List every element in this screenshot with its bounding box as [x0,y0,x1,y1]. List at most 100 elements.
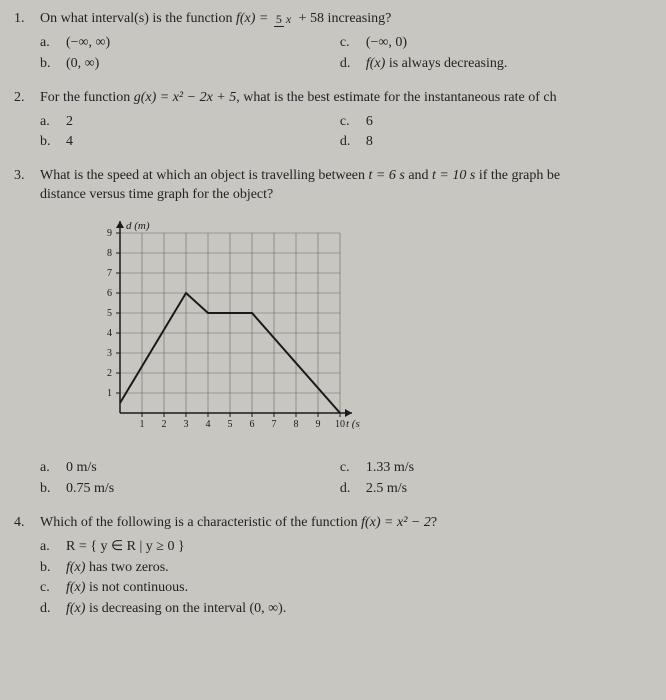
q4-number: 4. [14,514,30,620]
choice-letter: d. [40,600,56,619]
fx-post: has two zeros. [85,560,168,575]
q2-choice-a: a.2 [40,112,340,133]
q2-choice-d: d. 8 [340,132,640,153]
question-1: 1. On what interval(s) is the function f… [14,10,652,75]
svg-text:4: 4 [206,419,211,430]
q1-stem-pre: On what interval(s) is the function [40,11,236,26]
choice-text: (−∞, 0) [366,34,407,53]
q1-choice-d: d. f(x) is always decreasing. [340,54,640,75]
q3-choice-c: c. 1.33 m/s [340,458,640,479]
fx-ital: f(x) [66,560,85,575]
choice-letter: d. [340,55,356,74]
svg-text:d (m): d (m) [126,220,150,232]
choice-text: 0.75 m/s [66,480,114,499]
fx-ital: f(x) [366,56,385,71]
choice-text: 2.5 m/s [366,480,407,499]
choice-letter: d. [340,480,356,499]
q3-choice-a: a. 0 m/s [40,458,340,479]
choice-text: f(x) is not continuous. [66,579,188,598]
choice-letter: b. [40,55,56,74]
q1-choice-a: a.(−∞, ∞) [40,33,340,54]
choice-letter: c. [40,579,56,598]
choice-text: R = { y ∈ R | y ≥ 0 } [66,538,185,557]
svg-text:1: 1 [107,388,112,399]
graph-svg: 12345678910123456789t (s)d (m) [80,213,360,443]
choice-letter: b. [40,480,56,499]
choice-letter: a. [40,538,56,557]
choice-letter: c. [340,113,356,132]
svg-text:8: 8 [294,419,299,430]
choice-text: 8 [366,133,373,152]
fx-post: is always decreasing. [385,56,507,71]
fx-ital: f(x) [66,601,85,616]
q4-choice-b: b. f(x) has two zeros. [40,558,652,579]
choice-letter: a. [40,459,56,478]
choice-letter: c. [340,34,356,53]
choice-letter: c. [340,459,356,478]
svg-text:10: 10 [335,419,345,430]
q3-stem: What is the speed at which an object is … [40,167,652,205]
q2-stem-pre: For the function [40,90,134,105]
q2-number: 2. [14,89,30,154]
q1-stem-post: + 58 increasing? [295,11,391,26]
choice-letter: a. [40,113,56,132]
q2-choice-b: b. 4 [40,132,340,153]
q4-stem: Which of the following is a characterist… [40,514,652,533]
q3-number: 3. [14,167,30,499]
svg-text:4: 4 [107,328,112,339]
q2-stem: For the function g(x) = x² − 2x + 5, wha… [40,89,652,108]
q4-choice-a: a. R = { y ∈ R | y ≥ 0 } [40,537,652,558]
fraction: 5x [274,13,293,25]
fx-ital: f(x) [66,580,85,595]
svg-text:9: 9 [316,419,321,430]
q1-choices: a.(−∞, ∞) b. (0, ∞) c. (−∞, 0) d. f(x) is a… [40,33,652,75]
choice-text: f(x) is always decreasing. [366,55,508,74]
q4-choice-d: d. f(x) is decreasing on the interval (0,… [40,599,652,620]
q2-stem-post: , what is the best estimate for the inst… [236,90,556,105]
q3-l1-post: if the graph be [475,168,560,183]
choice-text: 4 [66,133,73,152]
q2-choices: a.2 b. 4 c.6 d. 8 [40,112,652,154]
choice-letter: b. [40,559,56,578]
frac-top: 5 [274,12,284,27]
q1-stem: On what interval(s) is the function f(x)… [40,10,652,29]
choice-text: 0 m/s [66,459,97,478]
question-3: 3. What is the speed at which an object … [14,167,652,499]
svg-text:t (s): t (s) [346,418,360,430]
q3-choice-b: b. 0.75 m/s [40,479,340,500]
svg-text:2: 2 [162,419,167,430]
choice-text: 1.33 m/s [366,459,414,478]
svg-text:2: 2 [107,368,112,379]
svg-text:8: 8 [107,248,112,259]
svg-text:3: 3 [107,348,112,359]
q4-fx: f(x) = x² − 2 [361,515,431,530]
fx-post: is not continuous. [85,580,188,595]
svg-text:7: 7 [107,268,112,279]
q4-choice-c: c. f(x) is not continuous. [40,578,652,599]
svg-text:7: 7 [272,419,277,430]
q3-t1: t = 6 s [369,168,405,183]
q3-choices: a. 0 m/s b. 0.75 m/s c. 1.33 m/s d. 2.5 m/s [40,458,652,500]
q3-l2: distance versus time graph for the objec… [40,186,652,205]
choice-letter: b. [40,133,56,152]
q2-choice-c: c.6 [340,112,640,133]
q3-and: and [405,168,432,183]
q1-fx: f(x) = [236,11,272,26]
q4-stem-pre: Which of the following is a characterist… [40,515,361,530]
choice-text: f(x) has two zeros. [66,559,169,578]
question-2: 2. For the function g(x) = x² − 2x + 5, … [14,89,652,154]
fx-post: is decreasing on the interval (0, ∞). [85,601,286,616]
q3-t2: t = 10 s [432,168,475,183]
choice-letter: a. [40,34,56,53]
q1-choice-c: c. (−∞, 0) [340,33,640,54]
q4-stem-post: ? [431,515,437,530]
choice-letter: d. [340,133,356,152]
q4-choices: a. R = { y ∈ R | y ≥ 0 } b. f(x) has two z… [40,537,652,621]
choice-text: (0, ∞) [66,55,99,74]
q3-l1-pre: What is the speed at which an object is … [40,168,369,183]
svg-text:6: 6 [250,419,255,430]
q3-choice-d: d. 2.5 m/s [340,479,640,500]
svg-text:9: 9 [107,228,112,239]
svg-text:3: 3 [184,419,189,430]
svg-text:5: 5 [228,419,233,430]
